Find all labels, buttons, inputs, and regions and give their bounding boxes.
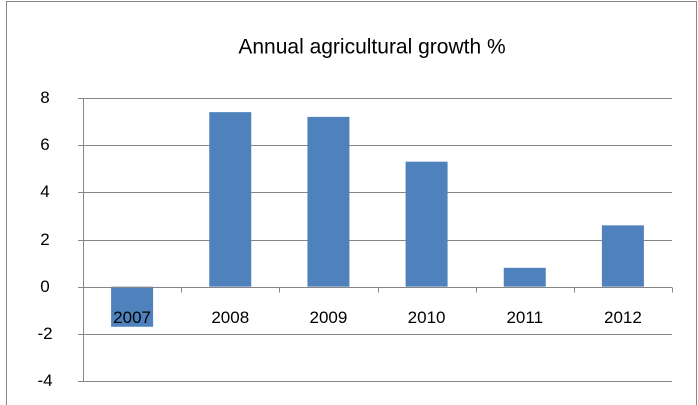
y-tick-label: 2 — [40, 230, 49, 249]
y-tick-label: 0 — [40, 277, 49, 296]
x-tick-label: 2011 — [506, 308, 543, 327]
y-tick-label: 4 — [40, 182, 49, 201]
y-tick-label: -2 — [37, 324, 52, 343]
bar — [209, 112, 252, 287]
x-tick-label: 2010 — [408, 308, 446, 327]
x-tick-label: 2012 — [604, 308, 642, 327]
bar — [111, 286, 154, 327]
chart-border — [6, 1, 697, 405]
x-tick-label: 2008 — [211, 308, 249, 327]
bar — [601, 225, 644, 287]
x-tick-label: 2007 — [113, 308, 151, 327]
bar — [503, 267, 546, 287]
x-tick-label: 2009 — [310, 308, 348, 327]
chart-title: Annual agricultural growth % — [238, 36, 505, 59]
bar — [307, 116, 350, 287]
y-tick-label: 6 — [40, 135, 49, 154]
y-tick-label: 8 — [40, 88, 49, 107]
bar — [405, 161, 448, 287]
y-tick-label: -4 — [37, 371, 52, 390]
